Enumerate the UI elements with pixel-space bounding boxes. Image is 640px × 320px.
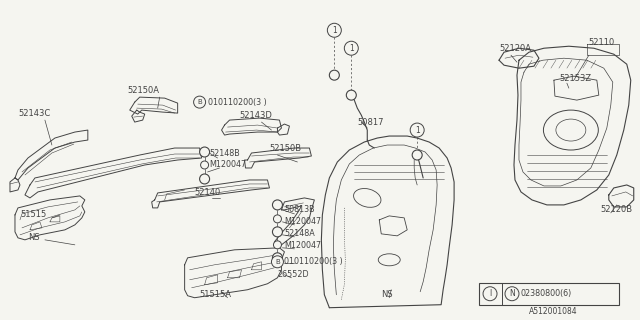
Text: 51515: 51515 (20, 210, 46, 220)
Text: 52143D: 52143D (239, 111, 273, 120)
Circle shape (273, 253, 282, 263)
Text: 50813B: 50813B (284, 205, 315, 214)
Text: 02380800(6): 02380800(6) (521, 289, 572, 298)
Circle shape (273, 200, 282, 210)
Text: 52110: 52110 (589, 38, 615, 47)
Circle shape (200, 147, 209, 157)
Text: NS: NS (381, 290, 393, 299)
Text: N: N (509, 289, 515, 298)
Circle shape (505, 287, 519, 301)
Text: 52148B: 52148B (209, 148, 241, 157)
Text: 52153Z: 52153Z (559, 74, 591, 83)
Text: M120047: M120047 (284, 241, 321, 250)
Text: 010110200(3 ): 010110200(3 ) (207, 98, 266, 107)
Text: B: B (197, 99, 202, 105)
Text: 1: 1 (415, 125, 420, 134)
Text: M120047: M120047 (284, 217, 321, 226)
Text: 52120A: 52120A (499, 44, 531, 53)
Text: 010110200(3 ): 010110200(3 ) (284, 257, 343, 266)
Text: A512001084: A512001084 (529, 307, 577, 316)
Circle shape (194, 96, 205, 108)
Text: 50817: 50817 (357, 117, 384, 127)
Circle shape (483, 287, 497, 301)
Circle shape (344, 41, 358, 55)
Text: 52150A: 52150A (128, 86, 160, 95)
Circle shape (200, 161, 209, 169)
Text: I: I (489, 289, 491, 298)
Circle shape (412, 150, 422, 160)
Text: B: B (275, 259, 280, 265)
Circle shape (273, 215, 282, 223)
Circle shape (410, 123, 424, 137)
Circle shape (271, 256, 284, 268)
Circle shape (200, 174, 209, 184)
Circle shape (330, 70, 339, 80)
Text: 1: 1 (349, 44, 354, 53)
Circle shape (273, 241, 282, 249)
Text: 51515A: 51515A (200, 290, 232, 299)
Circle shape (346, 90, 356, 100)
Text: 52120B: 52120B (601, 205, 633, 214)
Text: M120047: M120047 (209, 161, 246, 170)
Text: 52140: 52140 (195, 188, 221, 197)
Circle shape (327, 23, 341, 37)
Text: 1: 1 (332, 26, 337, 35)
Text: NS: NS (28, 233, 40, 242)
Text: 52148A: 52148A (284, 229, 315, 238)
Text: 52150B: 52150B (269, 144, 301, 153)
Text: 52143C: 52143C (18, 108, 50, 117)
Circle shape (273, 227, 282, 237)
Text: 26552D: 26552D (278, 270, 309, 279)
